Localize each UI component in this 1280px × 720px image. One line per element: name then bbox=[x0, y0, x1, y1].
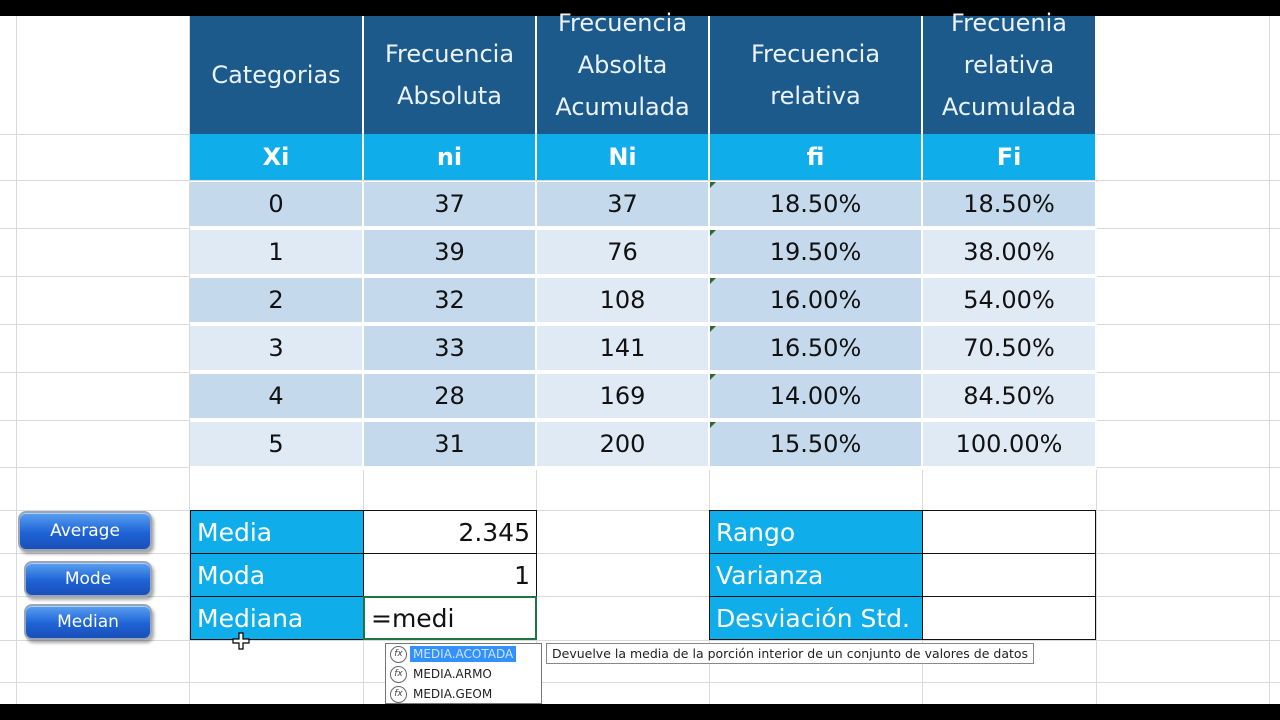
cell-Ni[interactable]: 37 bbox=[537, 182, 710, 230]
median-button[interactable]: Median bbox=[24, 604, 152, 640]
cell-Fi[interactable]: 18.50% bbox=[923, 182, 1097, 230]
varianza-label: Varianza bbox=[709, 553, 923, 597]
cell-ni[interactable]: 31 bbox=[364, 422, 537, 470]
symbol-xi[interactable]: Xi bbox=[190, 134, 364, 180]
mode-button[interactable]: Mode bbox=[24, 561, 152, 597]
cell-fi[interactable]: 15.50% bbox=[710, 422, 923, 470]
autocomplete-item[interactable]: fx MEDIA.GEOM bbox=[386, 684, 541, 704]
function-icon: fx bbox=[390, 645, 407, 663]
top-black-bar bbox=[0, 0, 1280, 16]
cell-fi-value: 16.00% bbox=[769, 286, 862, 314]
move-cursor-icon bbox=[232, 632, 250, 650]
function-tooltip: Devuelve la media de la porción interior… bbox=[546, 643, 1035, 664]
function-icon: fx bbox=[390, 685, 407, 703]
function-icon: fx bbox=[390, 665, 407, 683]
cell-Fi[interactable]: 84.50% bbox=[923, 374, 1097, 422]
average-button[interactable]: Average bbox=[18, 511, 152, 551]
gridline bbox=[0, 640, 1280, 641]
gridline bbox=[0, 553, 1280, 554]
cell-Ni[interactable]: 108 bbox=[537, 278, 710, 326]
varianza-value[interactable] bbox=[922, 553, 1096, 597]
rango-label: Rango bbox=[709, 510, 923, 554]
moda-value[interactable]: 1 bbox=[363, 553, 537, 597]
cell-ni[interactable]: 28 bbox=[364, 374, 537, 422]
error-indicator-icon bbox=[710, 230, 716, 236]
cell-fi[interactable]: 16.00% bbox=[710, 278, 923, 326]
cell-ni[interactable]: 37 bbox=[364, 182, 537, 230]
autocomplete-item[interactable]: fx MEDIA.ACOTADA bbox=[386, 644, 541, 664]
cell-xi[interactable]: 3 bbox=[190, 326, 364, 374]
symbol-fi[interactable]: fi bbox=[710, 134, 923, 180]
cell-ni[interactable]: 33 bbox=[364, 326, 537, 374]
desviacion-label: Desviación Std. bbox=[709, 596, 923, 640]
moda-label: Moda bbox=[190, 553, 364, 597]
cell-xi[interactable]: 4 bbox=[190, 374, 364, 422]
cell-ni[interactable]: 39 bbox=[364, 230, 537, 278]
autocomplete-item-label: MEDIA.GEOM bbox=[413, 687, 493, 701]
cell-fi-value: 18.50% bbox=[769, 190, 862, 218]
symbol-ni[interactable]: ni bbox=[364, 134, 537, 180]
error-indicator-icon bbox=[710, 182, 716, 188]
gridline bbox=[0, 510, 1280, 511]
cell-fi-value: 16.50% bbox=[769, 334, 862, 362]
gridline bbox=[189, 16, 190, 704]
media-label: Media bbox=[190, 510, 364, 554]
cell-Ni[interactable]: 169 bbox=[537, 374, 710, 422]
cell-Fi[interactable]: 38.00% bbox=[923, 230, 1097, 278]
symbol-Ni[interactable]: Ni bbox=[537, 134, 710, 180]
cell-Fi[interactable]: 100.00% bbox=[923, 422, 1097, 470]
cell-xi[interactable]: 0 bbox=[190, 182, 364, 230]
cell-Ni[interactable]: 200 bbox=[537, 422, 710, 470]
symbol-Fi[interactable]: Fi bbox=[923, 134, 1097, 180]
cell-fi-value: 14.00% bbox=[769, 382, 862, 410]
header-frecuencia-absoluta-acumulada[interactable]: Frecuencia Absolta Acumulada bbox=[537, 9, 710, 134]
cell-xi[interactable]: 2 bbox=[190, 278, 364, 326]
cell-fi[interactable]: 18.50% bbox=[710, 182, 923, 230]
autocomplete-item-label: MEDIA.ACOTADA bbox=[410, 646, 517, 662]
cell-fi[interactable]: 16.50% bbox=[710, 326, 923, 374]
gridline bbox=[0, 596, 1280, 597]
cell-xi[interactable]: 1 bbox=[190, 230, 364, 278]
header-frecuencia-relativa-acumulada[interactable]: Frecuenia relativa Acumulada bbox=[923, 9, 1097, 134]
error-indicator-icon bbox=[710, 422, 716, 428]
header-categorias[interactable]: Categorias bbox=[190, 16, 364, 134]
gridline bbox=[0, 180, 1280, 181]
error-indicator-icon bbox=[710, 326, 716, 332]
cell-fi[interactable]: 14.00% bbox=[710, 374, 923, 422]
desviacion-value[interactable] bbox=[922, 596, 1096, 640]
media-value[interactable]: 2.345 bbox=[363, 510, 537, 554]
cell-fi-value: 19.50% bbox=[769, 238, 862, 266]
mediana-formula-input[interactable]: =medi bbox=[363, 596, 537, 640]
cell-Ni[interactable]: 76 bbox=[537, 230, 710, 278]
bottom-black-bar bbox=[0, 704, 1280, 720]
mediana-label: Mediana bbox=[190, 596, 364, 640]
cell-fi[interactable]: 19.50% bbox=[710, 230, 923, 278]
header-frecuencia-absoluta[interactable]: Frecuencia Absoluta bbox=[364, 16, 537, 134]
cell-xi[interactable]: 5 bbox=[190, 422, 364, 470]
cell-ni[interactable]: 32 bbox=[364, 278, 537, 326]
error-indicator-icon bbox=[710, 278, 716, 284]
cell-Fi[interactable]: 70.50% bbox=[923, 326, 1097, 374]
autocomplete-item-label: MEDIA.ARMO bbox=[413, 667, 492, 681]
error-indicator-icon bbox=[710, 374, 716, 380]
gridline bbox=[0, 682, 1280, 683]
header-frecuencia-relativa[interactable]: Frecuencia relativa bbox=[710, 16, 923, 134]
gridline bbox=[1269, 16, 1270, 704]
autocomplete-item[interactable]: fx MEDIA.ARMO bbox=[386, 664, 541, 684]
gridline bbox=[16, 16, 17, 704]
cell-Ni[interactable]: 141 bbox=[537, 326, 710, 374]
function-autocomplete-list: fx MEDIA.ACOTADA fx MEDIA.ARMO fx MEDIA.… bbox=[385, 643, 542, 704]
cell-Fi[interactable]: 54.00% bbox=[923, 278, 1097, 326]
rango-value[interactable] bbox=[922, 510, 1096, 554]
cell-fi-value: 15.50% bbox=[769, 430, 862, 458]
